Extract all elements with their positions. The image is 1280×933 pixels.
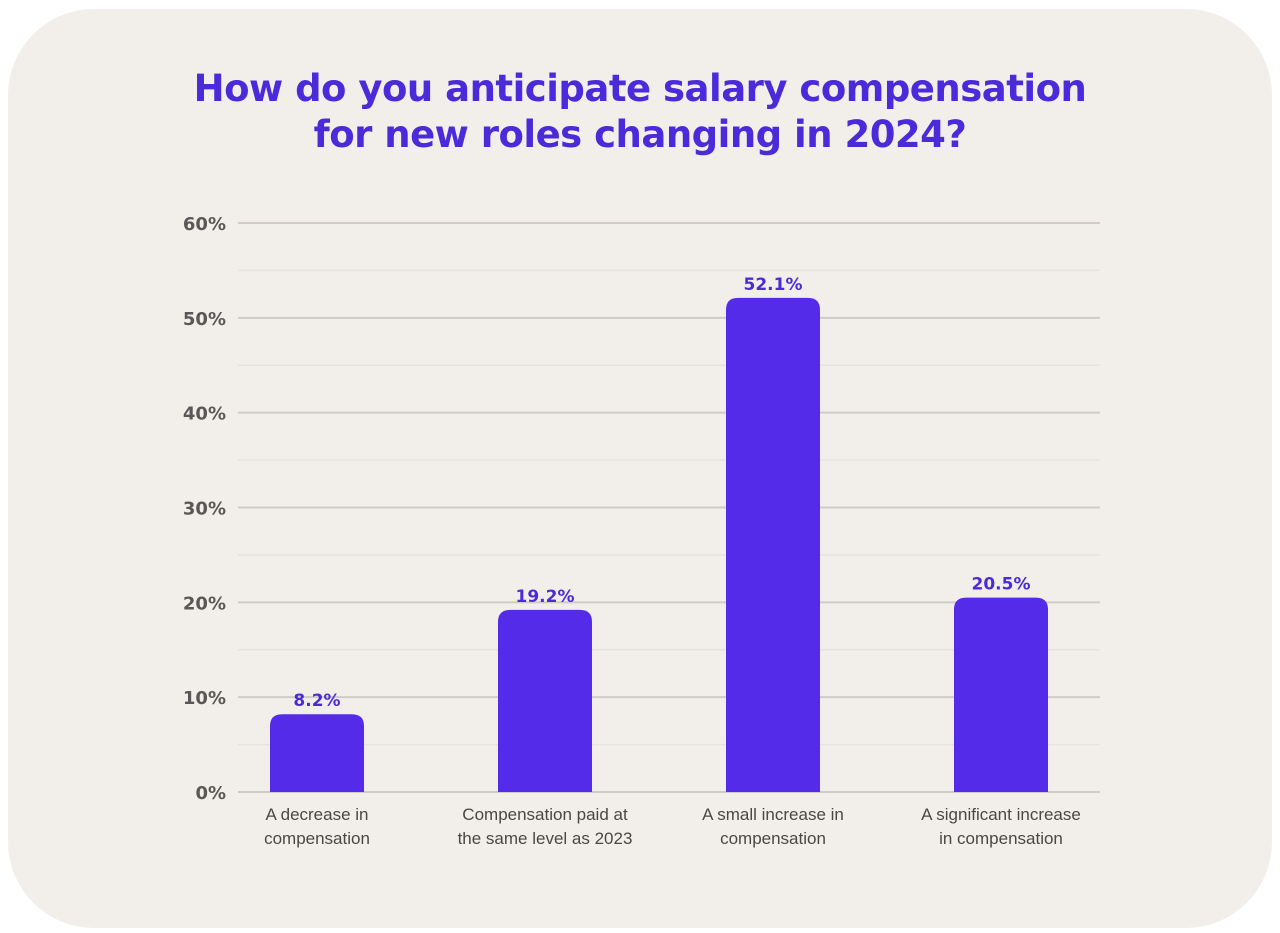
chart-title: How do you anticipate salary compensatio…: [0, 66, 1280, 158]
bar: [270, 714, 364, 792]
chart-card: [8, 9, 1272, 928]
x-tick-label: the same level as 2023: [458, 829, 633, 848]
major-gridlines: [238, 222, 1100, 793]
x-tick-label: A small increase in: [702, 805, 844, 824]
x-axis: A decrease in compensation Compensation pa…: [264, 805, 1081, 848]
y-tick-label: 60%: [183, 214, 226, 235]
value-labels: 8.2% 19.2% 52.1% 20.5%: [293, 275, 1030, 711]
y-tick-label: 50%: [183, 309, 226, 330]
bar: [954, 597, 1048, 792]
bar-value-label: 20.5%: [972, 575, 1031, 595]
y-tick-label: 10%: [183, 688, 226, 709]
y-tick-label: 30%: [183, 499, 226, 520]
bars: [270, 297, 1048, 792]
x-tick-label: in compensation: [939, 829, 1063, 848]
bar-value-label: 52.1%: [744, 275, 803, 295]
y-axis: 0% 10% 20% 30% 40% 50% 60%: [183, 214, 226, 804]
y-tick-label: 40%: [183, 404, 226, 425]
bar: [498, 609, 592, 792]
x-tick-label: compensation: [264, 829, 370, 848]
x-tick-label: A decrease in: [265, 805, 368, 824]
x-tick-label: Compensation paid at: [462, 805, 628, 824]
x-tick-label: A significant increase: [921, 805, 1081, 824]
chart-title-line-1: How do you anticipate salary compensatio…: [193, 67, 1087, 110]
bar-value-label: 19.2%: [516, 587, 575, 607]
chart-title-line-2: for new roles changing in 2024?: [313, 113, 967, 156]
x-tick-label: compensation: [720, 829, 826, 848]
y-tick-label: 0%: [195, 783, 226, 804]
bar-value-label: 8.2%: [293, 691, 340, 711]
bar: [726, 297, 820, 792]
y-tick-label: 20%: [183, 593, 226, 614]
